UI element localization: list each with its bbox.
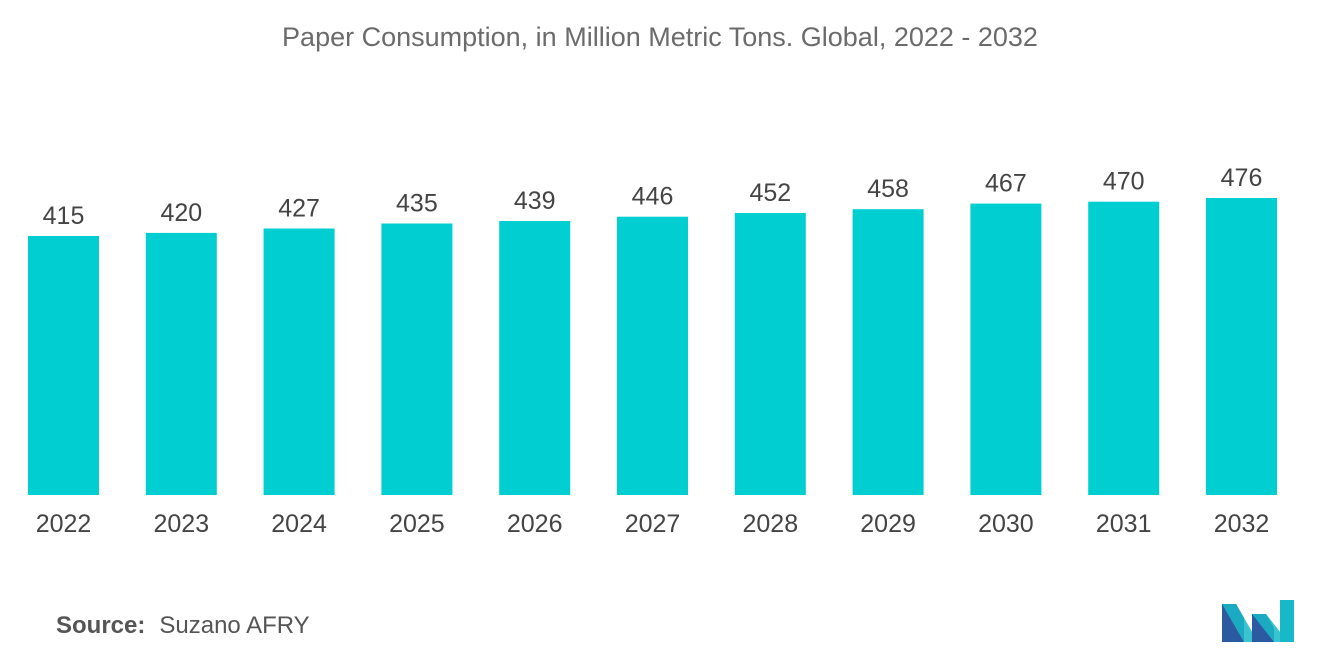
value-label-2026: 439 xyxy=(514,187,556,215)
bar-chart: 415 420 427 435 439 446 452 458 467 470 476 2022 20… xyxy=(28,164,1277,538)
x-tick-2032: 2032 xyxy=(1214,510,1270,538)
bar-2025 xyxy=(381,223,453,495)
x-tick-2031: 2031 xyxy=(1096,510,1152,538)
bar-2022 xyxy=(28,236,99,495)
value-label-2023: 420 xyxy=(160,199,202,227)
value-label-2032: 476 xyxy=(1221,164,1263,192)
value-label-2028: 452 xyxy=(749,179,791,207)
x-tick-2029: 2029 xyxy=(860,510,916,538)
source-text: Suzano AFRY xyxy=(159,612,310,639)
x-axis-ticks: 2022 2023 2024 2025 2026 2027 2028 2029 2030 2031… xyxy=(36,510,1270,538)
x-tick-2022: 2022 xyxy=(36,510,92,538)
chart-title: Paper Consumption, in Million Metric Ton… xyxy=(282,22,1038,52)
value-label-2031: 470 xyxy=(1103,168,1145,196)
x-tick-2024: 2024 xyxy=(271,510,327,538)
bar-2028 xyxy=(734,213,806,495)
bar-series xyxy=(28,198,1277,495)
value-label-2022: 415 xyxy=(43,202,85,230)
x-tick-2025: 2025 xyxy=(389,510,445,538)
bar-2026 xyxy=(499,221,571,495)
value-label-2024: 427 xyxy=(278,195,320,223)
value-label-2025: 435 xyxy=(396,190,438,218)
value-label-2027: 446 xyxy=(632,183,674,211)
x-tick-2030: 2030 xyxy=(978,510,1034,538)
bar-2030 xyxy=(970,203,1042,495)
mordor-logo-icon xyxy=(1222,600,1294,642)
bar-2027 xyxy=(617,216,688,495)
x-tick-2026: 2026 xyxy=(507,510,563,538)
bar-2023 xyxy=(145,232,217,495)
bar-2029 xyxy=(852,209,924,495)
value-label-2030: 467 xyxy=(985,170,1027,198)
bar-2032 xyxy=(1206,198,1277,495)
value-label-2029: 458 xyxy=(867,175,909,203)
value-labels: 415 420 427 435 439 446 452 458 467 470 476 xyxy=(43,164,1263,230)
x-tick-2023: 2023 xyxy=(153,510,209,538)
source-label: Source: xyxy=(56,612,146,639)
x-tick-2027: 2027 xyxy=(625,510,681,538)
x-tick-2028: 2028 xyxy=(742,510,798,538)
source-note: Source: Suzano AFRY xyxy=(56,612,310,640)
bar-2024 xyxy=(263,228,335,495)
bar-2031 xyxy=(1088,201,1160,495)
